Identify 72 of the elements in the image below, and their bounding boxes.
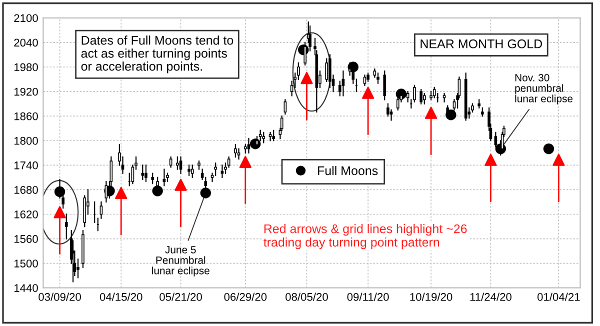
x-tick-label: 08/05/20 — [286, 292, 328, 301]
candlestick — [272, 130, 275, 142]
x-tick-label: 09/11/20 — [347, 292, 389, 301]
candlestick — [220, 164, 224, 178]
x-tick-label: 06/29/20 — [224, 292, 267, 301]
candlestick — [376, 72, 380, 84]
y-tick-label: 1620 — [14, 210, 38, 218]
candlestick — [432, 86, 436, 98]
candlestick — [363, 74, 366, 86]
x-tick-label: 11/24/20 — [470, 292, 512, 301]
candlestick — [262, 132, 266, 144]
candlestick — [420, 88, 423, 104]
candlestick — [422, 93, 426, 104]
candlestick — [176, 156, 179, 170]
annotation: June 5 Penumbral lunar eclipse — [152, 246, 210, 276]
point — [152, 186, 163, 196]
annotation: Dates of Full Moons tend to act as either turning points or acceleration points. — [81, 36, 234, 74]
candlestick — [144, 164, 148, 182]
annotation: Red arrows & grid lines highlight ~26 trading day turning point pattern — [264, 224, 467, 250]
candlestick — [284, 99, 287, 115]
annotation: Nov. 30 penumbral lunar eclipse — [515, 74, 573, 104]
candlestick — [342, 70, 345, 96]
candlestick — [214, 162, 217, 176]
candlestick — [190, 164, 194, 178]
candlestick — [325, 58, 328, 82]
x-tick-label: 01/04/21 — [537, 292, 580, 301]
y-tick-label: 2100 — [14, 14, 38, 22]
candlestick — [141, 164, 144, 180]
x-tick-label: 10/19/20 — [410, 292, 452, 301]
point — [362, 86, 374, 99]
candlestick — [169, 156, 172, 168]
candlestick — [151, 172, 154, 184]
candlestick — [268, 132, 272, 142]
text: NEAR MONTH GOLD — [420, 39, 542, 48]
y-tick-label: 1800 — [14, 136, 38, 145]
candlestick — [100, 201, 103, 219]
candlestick — [383, 70, 386, 100]
candlestick — [188, 164, 190, 176]
candlestick — [64, 214, 68, 240]
candlestick — [237, 148, 240, 160]
candlestick — [234, 144, 237, 158]
point — [54, 206, 66, 218]
y-tick-label: 1680 — [14, 186, 38, 194]
candlestick — [386, 103, 390, 117]
candlestick — [328, 54, 332, 88]
x-tick-label: 05/21/20 — [160, 292, 202, 301]
point — [200, 188, 211, 198]
point — [446, 110, 456, 120]
x-tick-label: 04/15/20 — [100, 292, 142, 301]
y-tick-label: 1440 — [14, 284, 38, 292]
legend-label: Full Moons — [318, 166, 378, 176]
point — [424, 106, 438, 119]
candlestick — [76, 258, 80, 278]
point — [239, 156, 252, 168]
point — [543, 143, 554, 154]
y-tick-label: 1860 — [14, 112, 38, 120]
point — [300, 72, 313, 84]
point — [552, 154, 565, 166]
candlestick — [179, 156, 182, 174]
candlestick — [162, 168, 166, 186]
x-tick-label: 03/09/20 — [38, 292, 81, 301]
y-tick-label: 1740 — [14, 161, 38, 170]
y-tick-label: 1560 — [14, 235, 38, 243]
y-tick-label: 1500 — [14, 260, 38, 268]
point — [484, 154, 497, 166]
candlestick — [390, 109, 393, 121]
candlestick — [442, 93, 446, 102]
point — [115, 186, 128, 200]
y-tick-label: 1920 — [14, 88, 38, 96]
y-tick-label: 2040 — [14, 38, 38, 47]
point — [174, 178, 187, 191]
y-tick-label: 1980 — [14, 63, 38, 72]
